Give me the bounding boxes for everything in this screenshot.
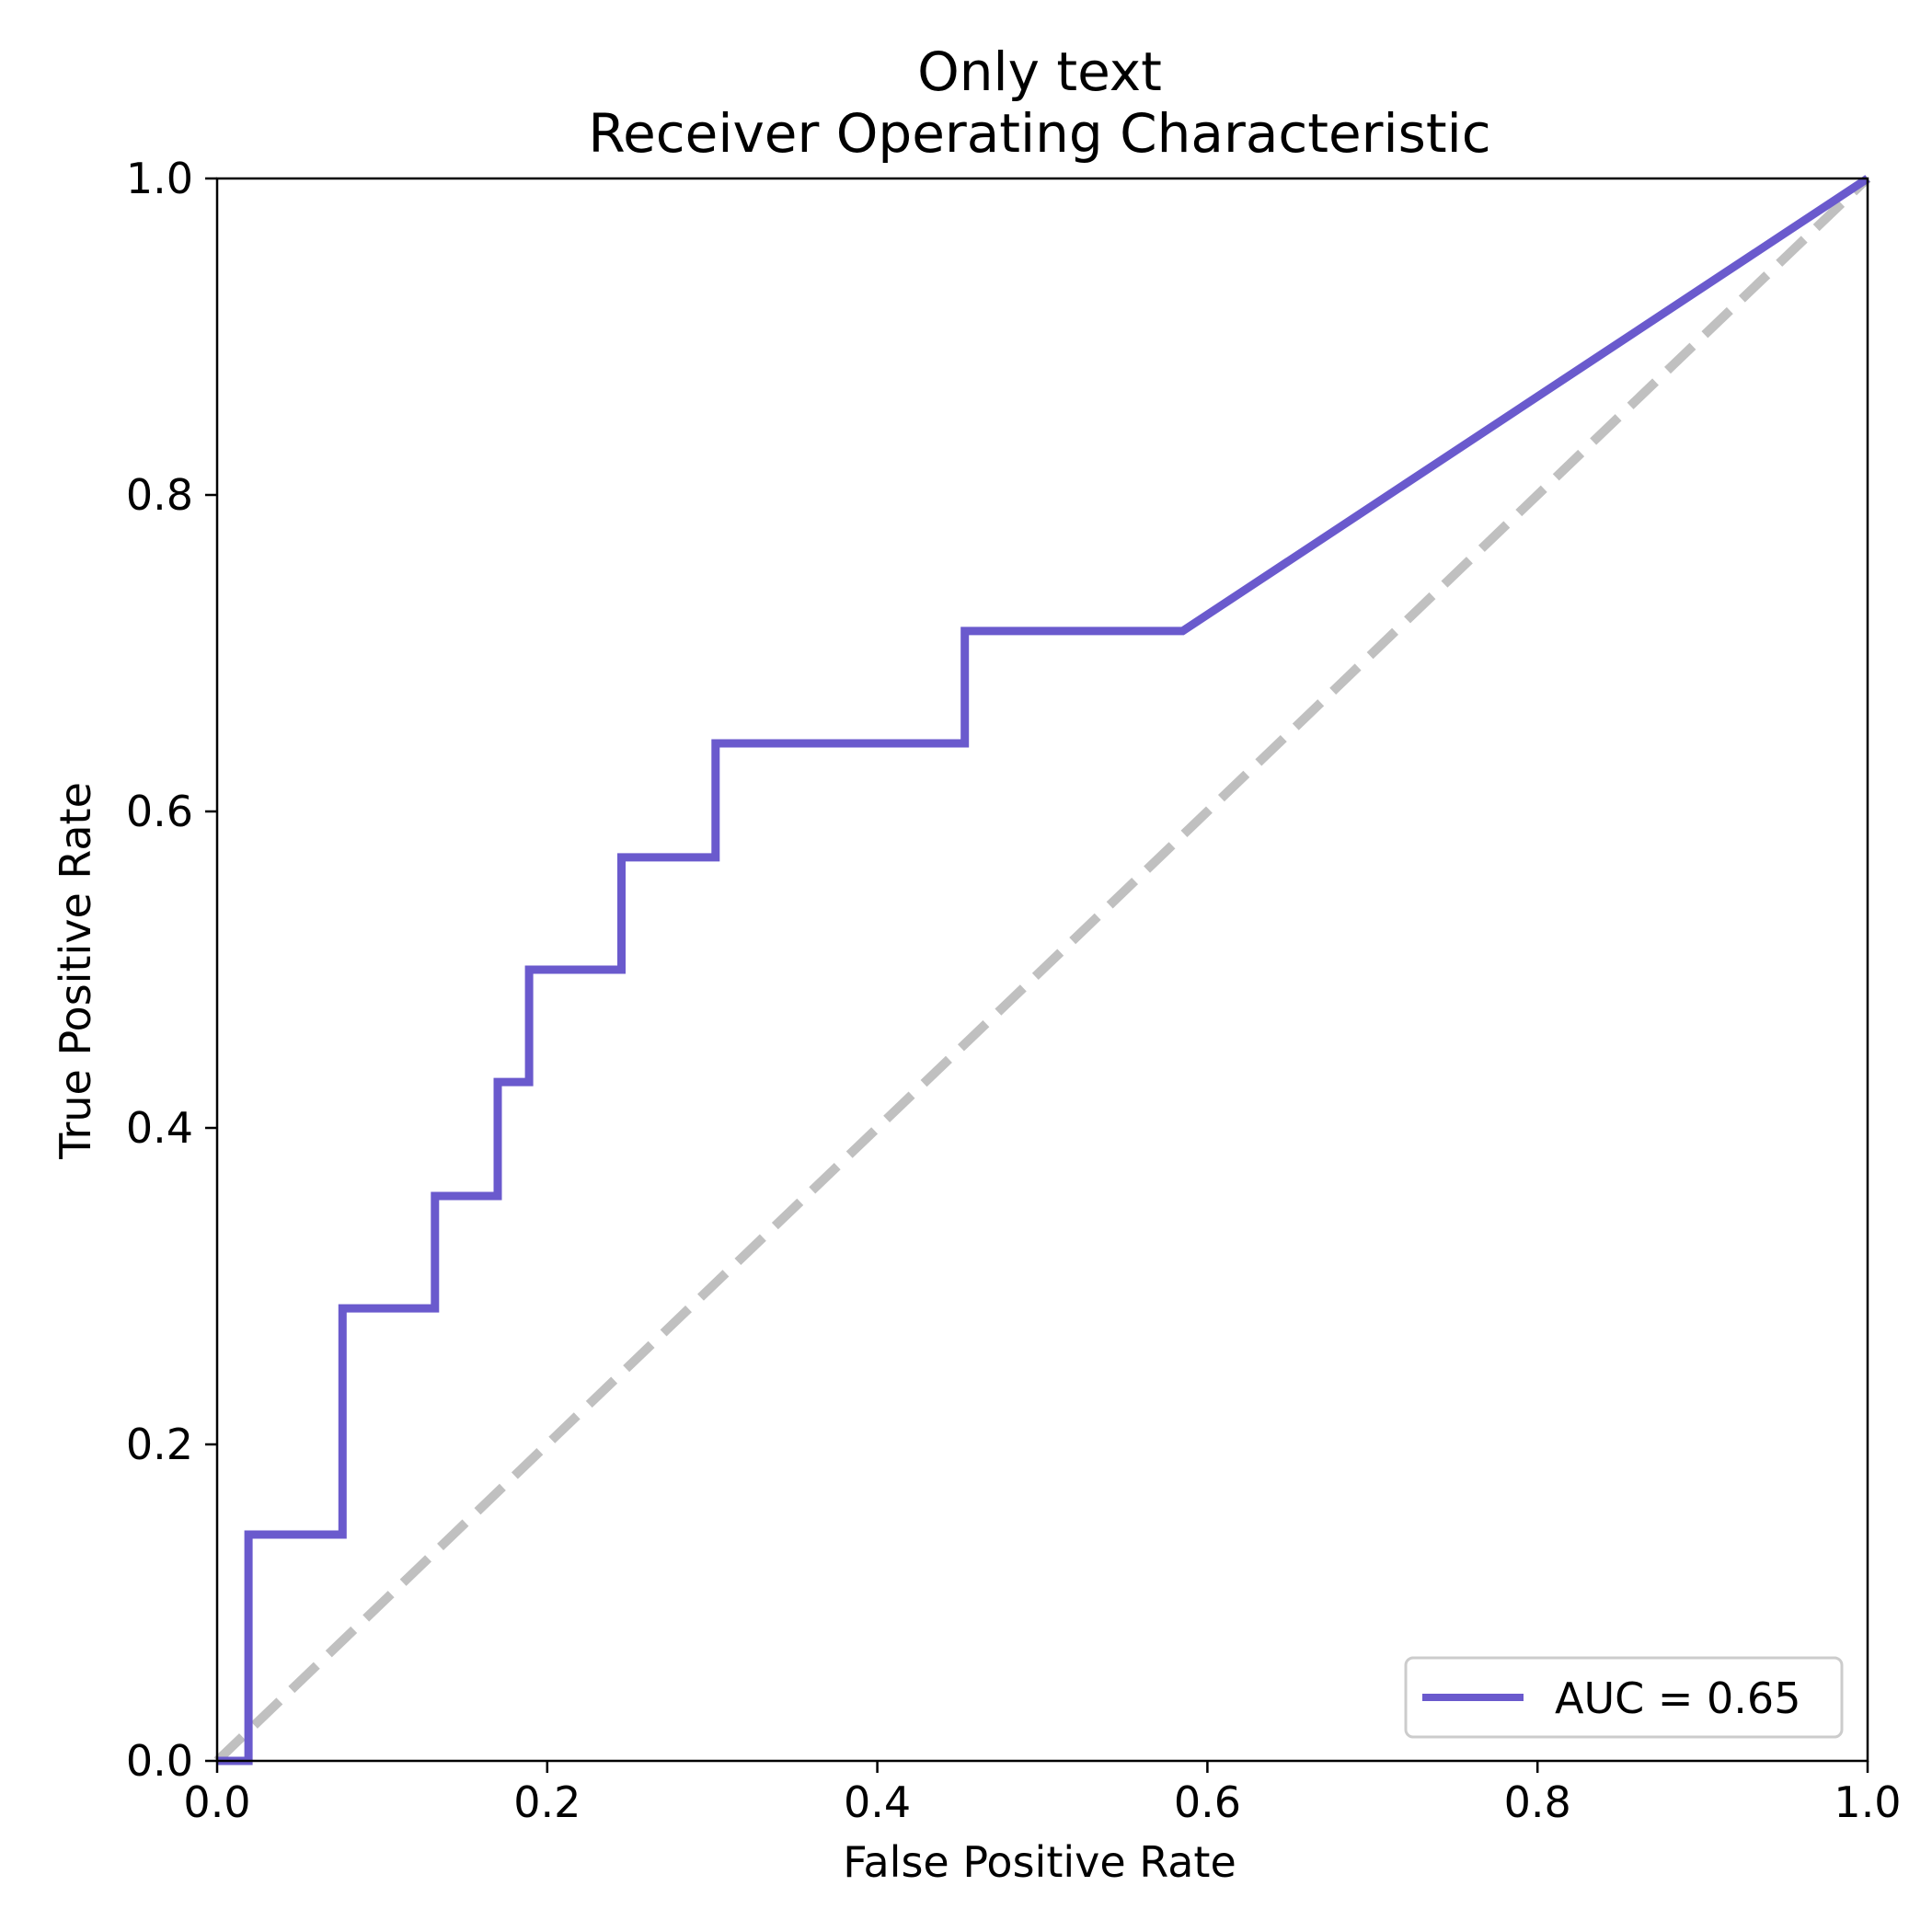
- y-tick-label: 0.6: [126, 787, 193, 836]
- x-tick-label: 1.0: [1834, 1777, 1901, 1827]
- x-axis-label: False Positive Rate: [843, 1837, 1236, 1887]
- axes: 0.0 0.2 0.4 0.6 0.8 1.0 0.0 0.2 0.4 0.6 0.8 1.0: [126, 154, 1902, 1827]
- x-tick-label: 0.6: [1174, 1777, 1241, 1827]
- chart-title-line1: Only text: [917, 40, 1162, 103]
- legend-label: AUC = 0.65: [1555, 1673, 1800, 1723]
- legend: AUC = 0.65: [1404, 1656, 1844, 1739]
- x-tick-label: 0.0: [183, 1777, 250, 1827]
- x-tick-label: 0.8: [1504, 1777, 1571, 1827]
- plot-area: [213, 175, 1871, 1765]
- axes-frame: [215, 177, 1869, 1763]
- reference-diagonal-line: [213, 175, 1871, 1765]
- y-tick-label: 0.0: [126, 1736, 193, 1786]
- y-tick-label: 1.0: [126, 154, 193, 203]
- y-tick-label: 0.2: [126, 1420, 193, 1469]
- x-tick-label: 0.4: [844, 1777, 911, 1827]
- y-tick-label: 0.8: [126, 470, 193, 520]
- y-axis-label: True Positive Rate: [51, 782, 100, 1160]
- chart-title-line2: Receiver Operating Characteristic: [588, 102, 1490, 165]
- roc-curve-line-0: [217, 175, 1870, 1765]
- x-tick-label: 0.2: [513, 1777, 581, 1827]
- legend-frame: [1404, 1656, 1844, 1739]
- y-tick-label: 0.4: [126, 1103, 193, 1153]
